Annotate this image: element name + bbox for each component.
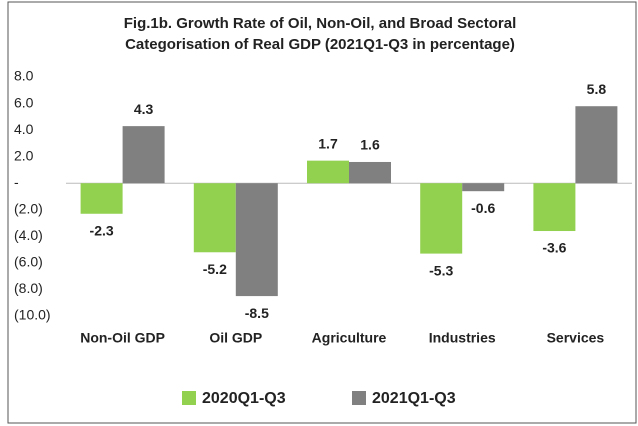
data-label: 5.8 — [587, 81, 607, 97]
bar — [533, 183, 576, 232]
legend-swatch — [182, 391, 196, 405]
legend-label: 2021Q1-Q3 — [372, 390, 456, 407]
data-label: -3.6 — [542, 240, 566, 256]
data-label: -5.2 — [203, 261, 227, 277]
y-tick-label: 4.0 — [14, 121, 34, 137]
y-tick-label: (4.0) — [14, 227, 43, 243]
bar — [307, 160, 349, 184]
chart-title: Categorisation of Real GDP (2021Q1-Q3 in… — [125, 36, 515, 53]
x-tick-label: Non-Oil GDP — [80, 330, 165, 346]
x-tick-label: Agriculture — [312, 330, 387, 346]
bar — [349, 161, 391, 184]
bar — [420, 183, 463, 254]
x-tick-label: Industries — [429, 330, 496, 346]
data-label: 1.6 — [360, 137, 380, 153]
y-tick-label: (10.0) — [14, 307, 51, 323]
bar — [122, 126, 165, 184]
y-tick-label: 2.0 — [14, 147, 34, 163]
bar — [80, 183, 123, 214]
legend-label: 2020Q1-Q3 — [202, 390, 286, 407]
bar — [575, 106, 618, 184]
bar — [235, 183, 278, 297]
y-tick-label: 8.0 — [14, 68, 34, 84]
chart-title: Fig.1b. Growth Rate of Oil, Non-Oil, and… — [124, 15, 517, 32]
data-label: 1.7 — [318, 135, 338, 151]
bar — [193, 183, 236, 253]
y-tick-label: (2.0) — [14, 200, 43, 216]
bar — [462, 183, 505, 192]
data-label: -5.3 — [429, 262, 453, 278]
data-label: -0.6 — [471, 200, 495, 216]
y-tick-label: (6.0) — [14, 254, 43, 270]
legend-swatch — [352, 391, 366, 405]
y-tick-label: 6.0 — [14, 94, 34, 110]
x-tick-label: Services — [547, 330, 605, 346]
data-label: -8.5 — [245, 305, 269, 321]
y-tick-label: - — [14, 174, 19, 190]
y-tick-label: (8.0) — [14, 280, 43, 296]
data-label: 4.3 — [134, 101, 154, 117]
x-tick-label: Oil GDP — [209, 330, 262, 346]
data-label: -2.3 — [90, 222, 114, 238]
